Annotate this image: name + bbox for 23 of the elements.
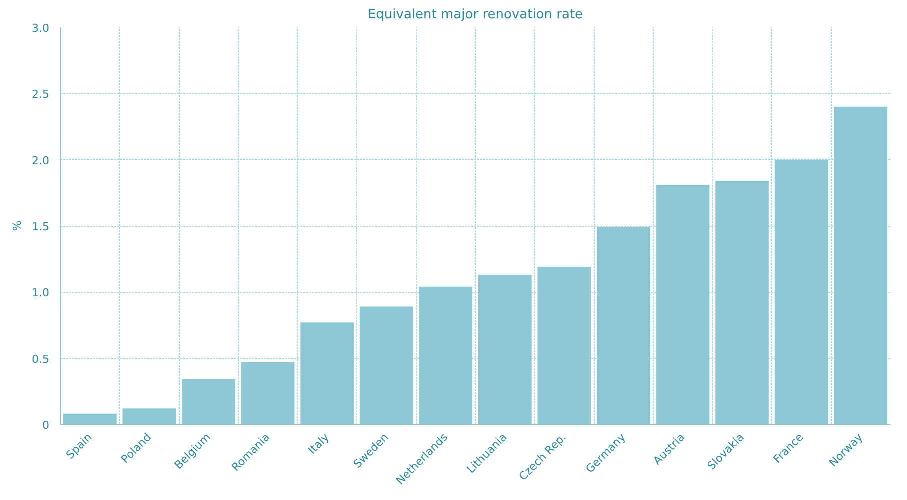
bar (834, 106, 888, 424)
bar (241, 362, 295, 424)
bar (360, 306, 414, 424)
bar (478, 274, 532, 424)
y-tick-label: 0 (42, 419, 50, 432)
y-tick-label: 2.5 (32, 88, 50, 102)
y-tick-label: 0.5 (32, 352, 50, 366)
y-tick-label: 1.0 (32, 286, 50, 300)
bar (774, 160, 828, 424)
y-tick-label: 2.0 (32, 154, 50, 168)
y-axis-title: % (11, 220, 24, 232)
bar (419, 286, 473, 424)
bar (716, 181, 769, 424)
bar (182, 380, 236, 424)
chart-title: Equivalent major renovation rate (368, 8, 584, 22)
y-tick-label: 1.5 (32, 220, 50, 234)
bar (122, 408, 176, 424)
bar (63, 414, 117, 424)
bar (597, 227, 650, 424)
bar (656, 184, 710, 424)
y-tick-label: 3.0 (32, 22, 50, 35)
bar (300, 322, 354, 424)
bar (538, 267, 592, 424)
